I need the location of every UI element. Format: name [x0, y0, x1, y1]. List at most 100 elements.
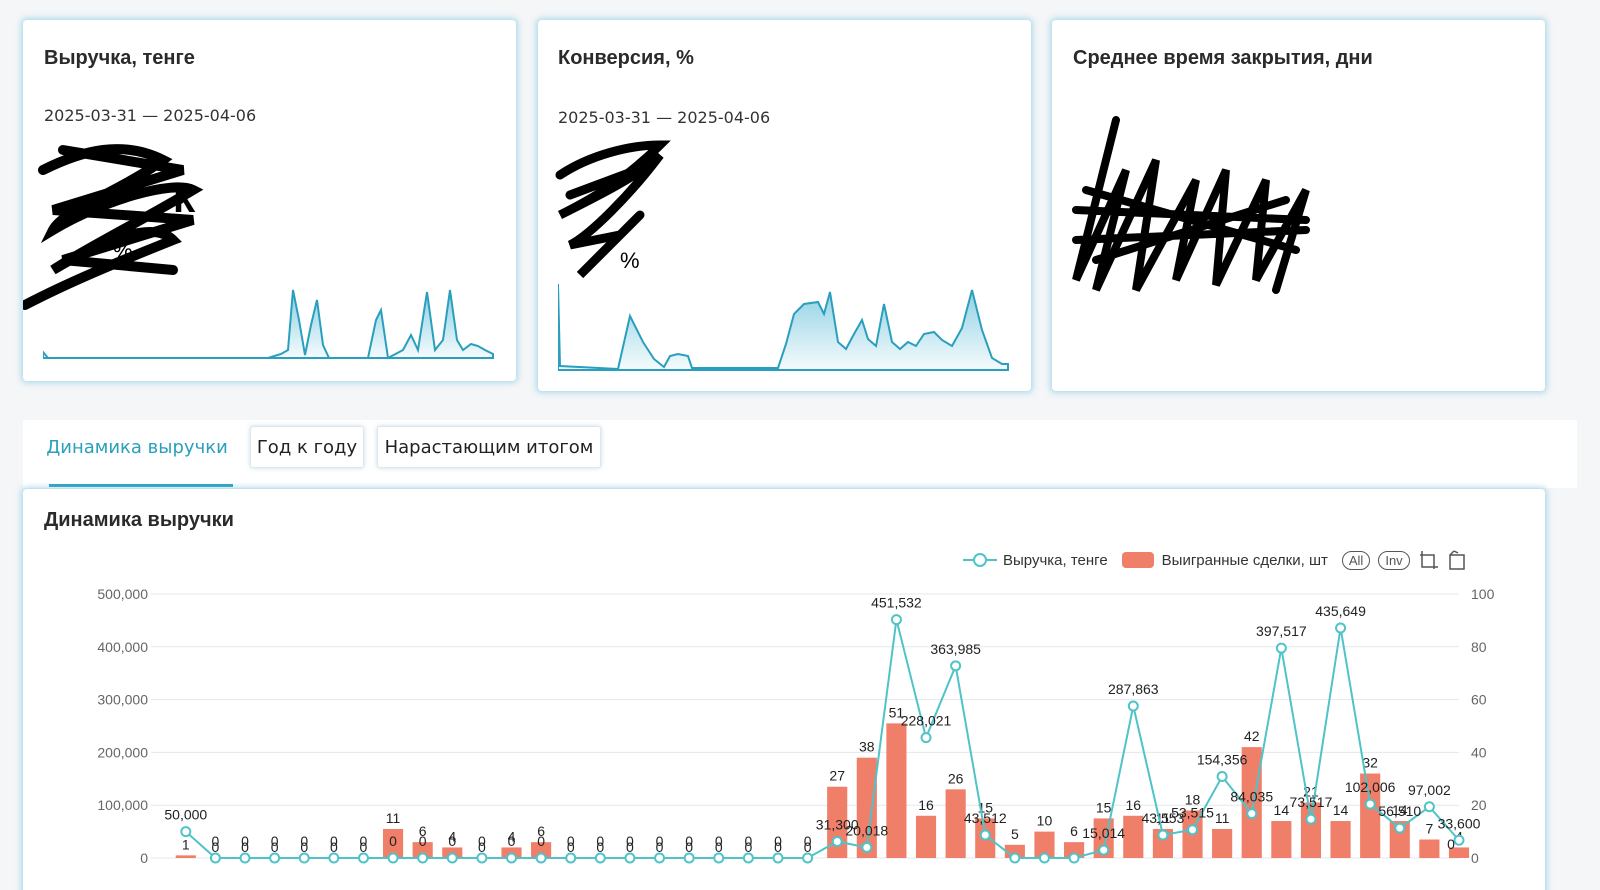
line-point: [298, 852, 310, 864]
bar: [945, 789, 966, 858]
y-right-tick-label: 0: [1471, 850, 1479, 866]
line-data-label: 0: [596, 833, 604, 849]
line-data-label: 0: [685, 833, 693, 849]
zoom-select-icon[interactable]: [1418, 549, 1440, 571]
line-data-label: 0: [448, 833, 456, 849]
line-data-label: 435,649: [1315, 603, 1366, 619]
line-data-label: 0: [478, 833, 486, 849]
bar-data-label: 0: [774, 839, 782, 855]
line-data-label: 0: [419, 833, 427, 849]
line-point: [239, 852, 251, 864]
bar: [886, 723, 907, 858]
y-left-tick-label: 200,000: [97, 744, 148, 760]
line-data-label: 73,517: [1290, 794, 1333, 810]
bar-data-label: 0: [656, 839, 664, 855]
bar-data-label: 0: [241, 839, 249, 855]
line-point: [209, 852, 221, 864]
conversion-sparkline: [558, 284, 1009, 371]
tab-year-over-year[interactable]: Год к году: [250, 426, 364, 468]
y-left-tick-label: 100,000: [97, 797, 148, 813]
line-point: [446, 852, 458, 864]
line-point: [1187, 824, 1199, 836]
line-data-label: 0: [300, 833, 308, 849]
redaction-scribble: k %: [23, 144, 204, 310]
line-data-label: 0: [330, 833, 338, 849]
zoom-reset-icon[interactable]: [1446, 549, 1468, 571]
bar-data-label: 38: [859, 739, 875, 755]
kpi-title: Среднее время закрытия, дни: [1073, 47, 1373, 69]
line-point: [594, 852, 606, 864]
line-data-label: 43,553: [1141, 810, 1184, 826]
y-left-tick-label: 400,000: [97, 639, 148, 655]
kpi-card-revenue: Выручка, тенге 2025-03-31 — 2025-04-06 k…: [23, 20, 516, 381]
bar-data-label: 0: [212, 839, 220, 855]
tab-revenue-dynamics[interactable]: Динамика выручки: [46, 436, 228, 458]
bar-data-label: 0: [360, 839, 368, 855]
chart-title: Динамика выручки: [44, 509, 234, 531]
invert-selection-button[interactable]: Inv: [1378, 550, 1410, 570]
line-data-label: 43,512: [964, 810, 1007, 826]
line-point: [979, 829, 991, 841]
line-data-label: 397,517: [1256, 623, 1307, 639]
line-point: [387, 852, 399, 864]
line-data-label: 56,510: [1378, 803, 1421, 819]
tabs-bar: Динамика выручки Год к году Нарастающим …: [23, 420, 1577, 488]
bar-data-label: 42: [1244, 728, 1260, 744]
line-point: [1275, 642, 1287, 654]
line-data-label: 53,515: [1171, 805, 1214, 821]
line-point: [861, 841, 873, 853]
svg-text:%: %: [113, 238, 133, 263]
line-data-label: 0: [360, 833, 368, 849]
line-data-label: 0: [626, 833, 634, 849]
revenue-dynamics-chart: 0 100,000 200,000 300,000 400,000 500,000 0 20 4…: [97, 586, 1495, 866]
line-data-label: 287,863: [1108, 681, 1159, 697]
select-all-button[interactable]: All: [1341, 550, 1371, 570]
redaction-scribble: %: [555, 140, 671, 279]
line-data-label: 228,021: [901, 713, 952, 729]
bar-data-label: 32: [1362, 755, 1378, 771]
bar-data-label: 26: [948, 770, 964, 786]
bar: [1034, 831, 1055, 858]
line-data-label: 0: [744, 833, 752, 849]
line-data-label: 15,014: [1082, 825, 1125, 841]
bar: [175, 855, 196, 858]
line-data-label: 0: [656, 833, 664, 849]
bar-data-label: 11: [386, 810, 401, 826]
line-data-label: 33,600: [1438, 815, 1481, 831]
line-point: [357, 852, 369, 864]
line-data-label: 50,000: [164, 807, 207, 823]
line-point: [1009, 852, 1021, 864]
bar-data-label: 0: [567, 839, 575, 855]
kpi-card-conversion: Конверсия, % 2025-03-31 — 2025-04-06 %: [538, 20, 1031, 391]
line-point: [1038, 852, 1050, 864]
bar: [856, 757, 877, 858]
line-data-label: 363,985: [930, 641, 981, 657]
tab-cumulative[interactable]: Нарастающим итогом: [377, 426, 601, 468]
bar: [1330, 821, 1351, 858]
revenue-chart-card: Динамика выручки Выручка, тенге Выигранн…: [23, 489, 1545, 890]
line-data-label: 0: [567, 833, 575, 849]
bar-data-label: 5: [1011, 826, 1019, 842]
bar: [1064, 842, 1085, 858]
bar: [1360, 773, 1381, 858]
bar-data-label: 14: [1333, 802, 1349, 818]
y-right-tick-label: 100: [1471, 586, 1495, 602]
line-point: [1127, 700, 1139, 712]
line-point: [1068, 852, 1080, 864]
bar-data-label: 51: [889, 704, 905, 720]
line-point: [772, 852, 784, 864]
kpi-period: 2025-03-31 — 2025-04-06: [558, 108, 771, 127]
y-right-tick-label: 60: [1471, 692, 1487, 708]
line-point: [683, 852, 695, 864]
bar-data-label: 15: [1096, 799, 1112, 815]
bar: [1300, 802, 1322, 858]
bar: [1271, 821, 1292, 858]
bar: [1212, 828, 1233, 858]
legend-item-revenue[interactable]: Выручка, тенге: [963, 552, 1108, 569]
legend-item-deals[interactable]: Выигранные сделки, шт: [1121, 552, 1328, 569]
line-data-label: 0: [1447, 836, 1455, 852]
line-point: [180, 826, 192, 838]
line-data-label: 154,356: [1197, 752, 1248, 768]
line-point: [1364, 798, 1376, 810]
line-point: [269, 852, 281, 864]
